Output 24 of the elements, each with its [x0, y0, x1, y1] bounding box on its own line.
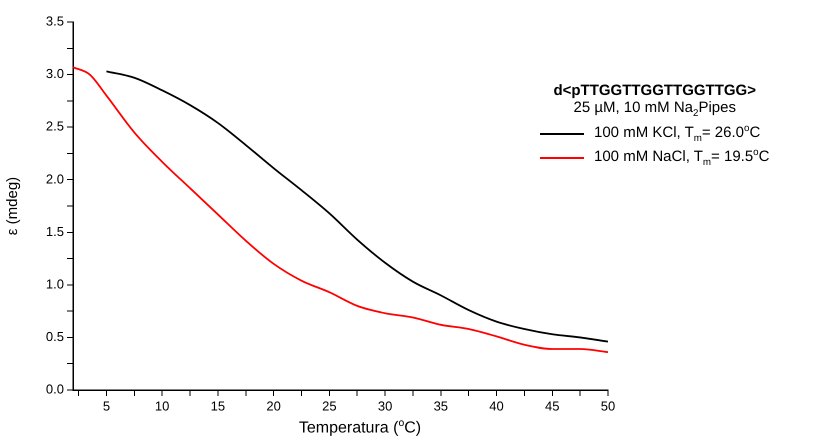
- y-tick-label: 0.0: [46, 382, 64, 397]
- x-axis-title: Temperatura ($^{o}$C): [298, 418, 422, 438]
- x-tick-label: 25: [322, 398, 337, 414]
- x-tick-label: 5: [102, 398, 110, 414]
- x-tick-label: 15: [210, 398, 226, 414]
- y-tick-label: 3.0: [46, 66, 64, 82]
- x-tick-label: 35: [434, 398, 448, 414]
- y-tick-label: 2.0: [46, 171, 64, 186]
- y-tick-label: 2.5: [46, 118, 64, 134]
- x-tick-label: 10: [154, 398, 170, 414]
- legend-label: 100 mM KCl, T$_{m}$= 26.0$^{o}$C: [594, 123, 760, 144]
- y-axis-title: ε (mdeg): [4, 176, 22, 236]
- y-tick-label: 3.5: [46, 14, 64, 29]
- x-tick-label: 45: [545, 398, 560, 414]
- legend-label: 100 mM NaCl, T$_{m}$= 19.5$^{o}$C: [594, 147, 770, 168]
- x-tick-label: 50: [600, 398, 616, 414]
- y-tick-label: 1.0: [46, 276, 64, 292]
- text: 25 µM, 10 mM Na$_{2}$Pipes: [572, 99, 737, 119]
- y-tick-label: 0.5: [46, 329, 64, 344]
- legend-title: d<pTTGGTTGGTTGGTTGG>: [552, 82, 757, 99]
- x-tick-label: 40: [489, 398, 504, 414]
- x-tick-label: 30: [378, 398, 392, 414]
- y-tick-label: 1.5: [46, 224, 64, 239]
- x-tick-label: 20: [266, 398, 281, 414]
